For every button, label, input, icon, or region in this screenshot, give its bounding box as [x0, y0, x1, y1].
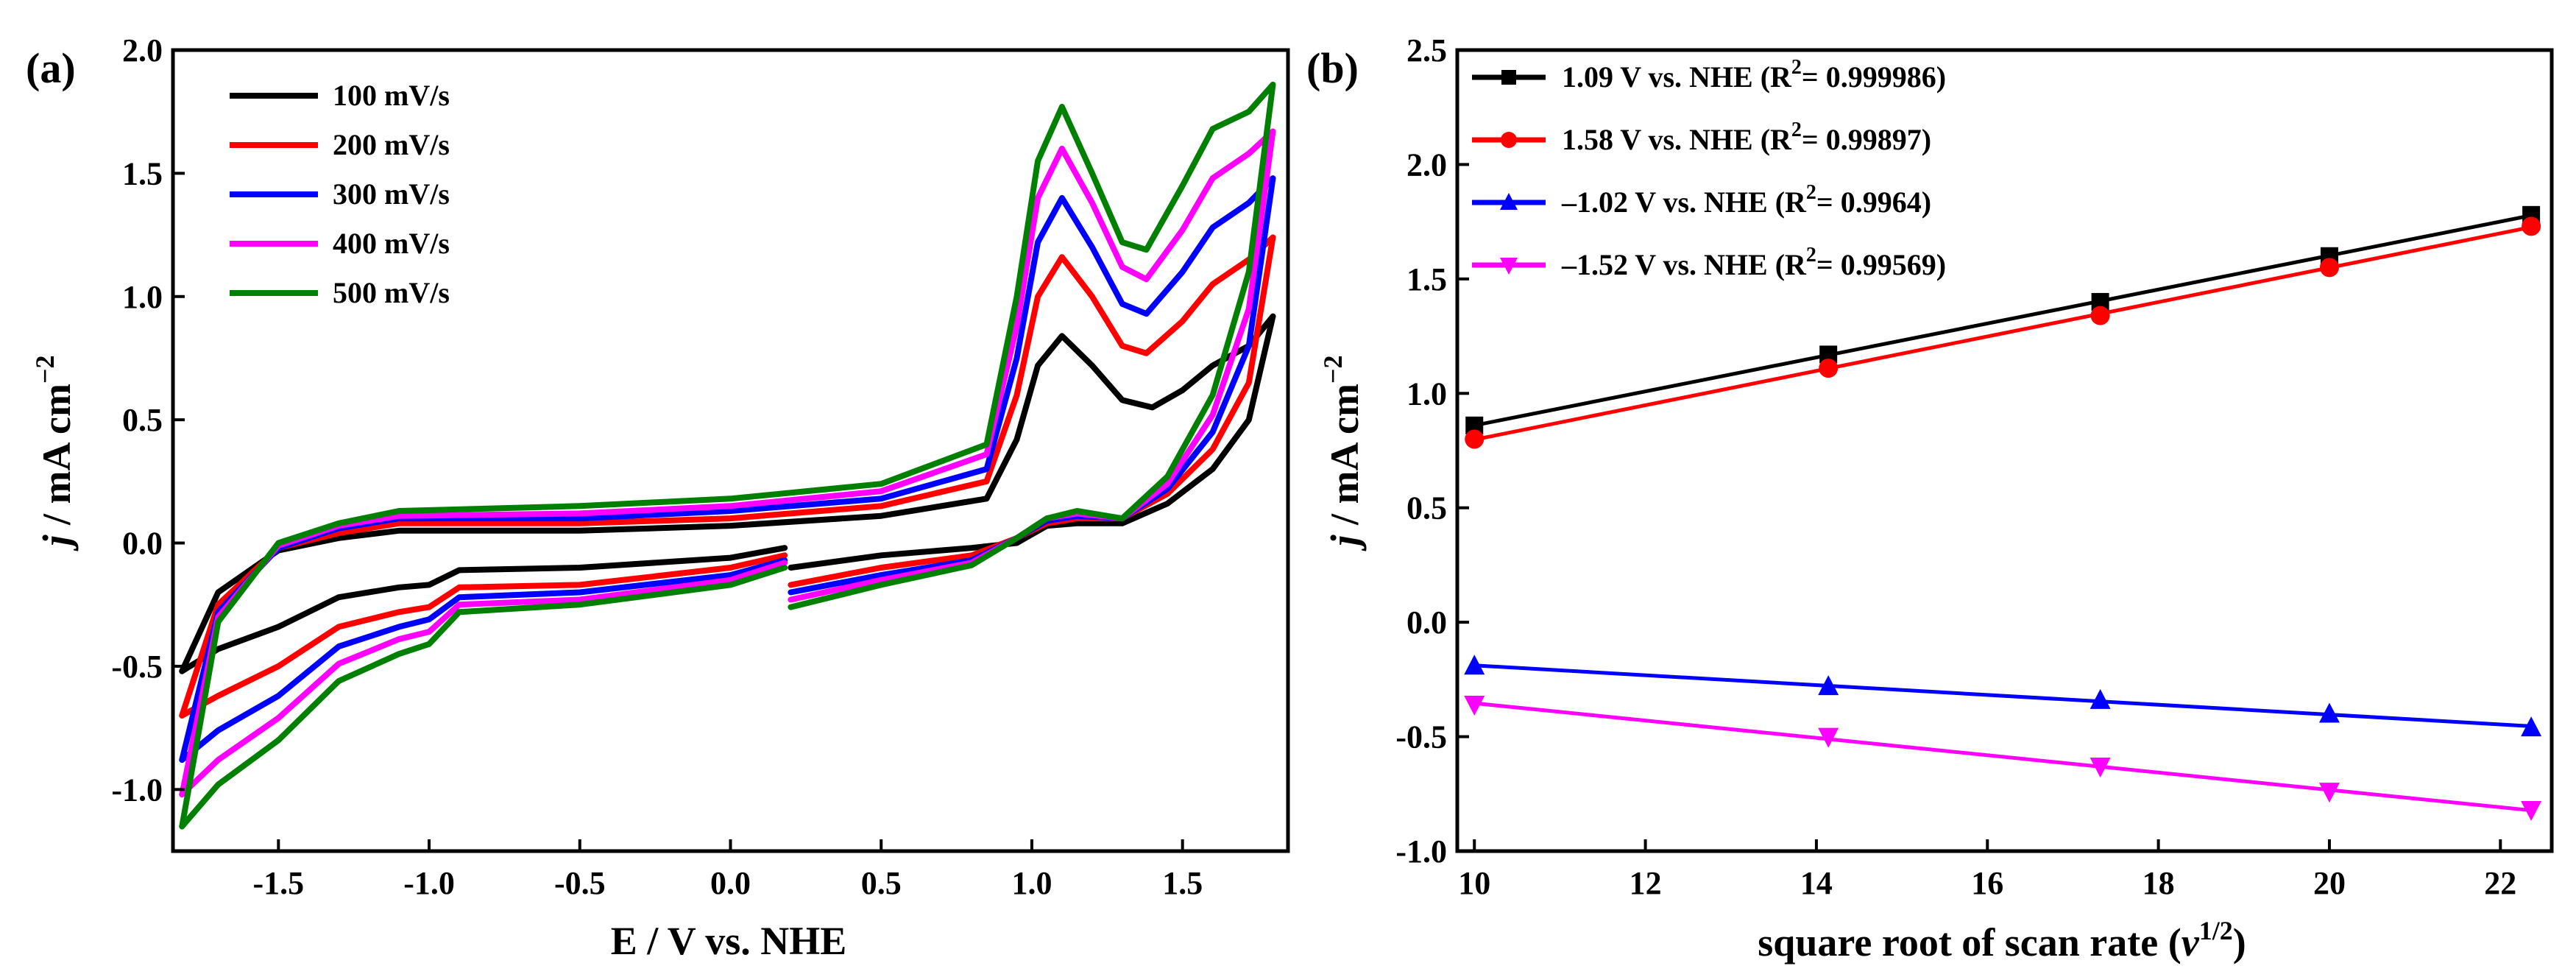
panel-b-x-tick-label: 22 [2484, 865, 2516, 901]
panel-a-legend: 100 mV/s 200 mV/s 300 mV/s 400 mV/s 500 mV/s [230, 79, 450, 309]
cv-curve-segment-100-mV-s [179, 545, 788, 674]
panel-b-x-tick-label: 10 [1458, 865, 1490, 901]
legend-label: 500 mV/s [333, 276, 450, 309]
data-point-triangle-up [1464, 655, 1485, 675]
panel-a-frame [171, 48, 1290, 853]
panel-a-curves [179, 81, 1276, 830]
panel-b-axes: 10 12 14 16 18 20 22 -1.0 -0.5 0.0 0.5 1.0 1.5 2.0 2.5 [1395, 32, 2516, 901]
legend-label: 400 mV/s [333, 227, 450, 260]
panel-a-x-tick-label: 0.5 [861, 865, 902, 901]
panel-b-label: (b) [1306, 44, 1359, 92]
fit-line [1473, 214, 2532, 428]
data-point-square [1501, 70, 1516, 85]
panel-b-y-tick-label: 2.5 [1406, 32, 1447, 68]
data-point-triangle-down [1818, 727, 1839, 748]
panel-b-y-tick-label: 1.5 [1406, 261, 1447, 297]
panel-b-x-axis-title: square root of scan rate (v1/2) [1758, 916, 2246, 964]
legend-label: –1.02 V vs. NHE (R2= 0.9964) [1561, 181, 1931, 219]
panel-b-linear-fit-plot: (b) 10 12 14 16 18 20 22 -1.0 -0.5 0.0 0.5 1.0 1.5 2.… [1306, 32, 2554, 964]
panel-a-y-tick-label: 2.0 [122, 32, 163, 68]
panel-a-x-tick-label: -0.5 [554, 865, 606, 901]
fit-line [1474, 663, 2532, 728]
panel-a-y-tick-label: 1.0 [122, 279, 163, 315]
data-point-triangle-up [2318, 702, 2340, 723]
panel-a-x-tick-label: -1.0 [403, 865, 455, 901]
panel-a-y-axis-title: j / mA cm−2 [30, 356, 79, 552]
data-point-triangle-down [2521, 801, 2542, 822]
data-point-triangle-down [1464, 696, 1485, 716]
panel-b-y-tick-label: -1.0 [1395, 833, 1447, 870]
data-point-triangle-up [2521, 716, 2542, 737]
panel-a-axes: -1.5 -1.0 -0.5 0.0 0.5 1.0 1.5 -1.0 -0.5 0.0 0.5 1.… [111, 32, 1203, 901]
panel-b-y-tick-label: 0.5 [1406, 490, 1447, 526]
panel-b-y-axis-title: j / mA cm−2 [1318, 356, 1367, 552]
legend-label: 300 mV/s [333, 177, 450, 211]
data-point-triangle-down [2090, 757, 2111, 777]
fit-line [1473, 225, 2532, 442]
cv-curve-500-mV-s [179, 81, 1276, 830]
data-point-circle [2319, 258, 2339, 278]
legend-label: 1.09 V vs. NHE (R2= 0.999986) [1562, 56, 1946, 94]
panel-a-cv-plot: (a) -1.5 -1.0 -0.5 0.0 0.5 1.0 1.5 -1.0 -0.5 0.0 0… [26, 32, 1290, 963]
panel-b-x-tick-label: 20 [2313, 865, 2346, 901]
panel-a-label: (a) [26, 44, 76, 92]
data-point-triangle-down [2318, 783, 2340, 803]
panel-b-x-tick-label: 12 [1630, 865, 1662, 901]
data-point-circle [2522, 216, 2541, 236]
data-point-triangle-down [1500, 258, 1518, 275]
data-point-triangle-up [1500, 193, 1518, 210]
data-point-circle [1819, 359, 1839, 378]
legend-label: 200 mV/s [333, 128, 450, 161]
panel-b-x-tick-label: 18 [2142, 865, 2175, 901]
panel-a-x-tick-label: 0.0 [710, 865, 751, 901]
panel-a-y-tick-label: 0.5 [122, 402, 163, 438]
panel-b-y-tick-label: -0.5 [1395, 719, 1447, 755]
fit-line [1473, 701, 2532, 813]
panel-b-x-tick-label: 16 [1971, 865, 2003, 901]
data-point-circle [1501, 132, 1517, 148]
panel-b-y-tick-label: 2.0 [1406, 147, 1447, 183]
cv-curve-segment-400-mV-s [179, 560, 788, 797]
panel-a-x-axis-title: E / V vs. NHE [611, 919, 847, 963]
legend-label: 1.58 V vs. NHE (R2= 0.99897) [1562, 119, 1931, 156]
panel-b-series [1464, 205, 2542, 822]
legend-label: 100 mV/s [333, 79, 450, 112]
cv-curve-segment-200-mV-s [179, 552, 788, 719]
data-point-triangle-up [1818, 675, 1839, 696]
panel-a-x-tick-label: -1.5 [252, 865, 304, 901]
data-point-triangle-up [2090, 688, 2111, 709]
panel-b-x-tick-label: 14 [1800, 865, 1833, 901]
cv-curve-segment-300-mV-s [179, 557, 788, 763]
panel-b-y-tick-label: 1.0 [1406, 375, 1447, 412]
cv-curve-300-mV-s [179, 175, 1276, 763]
data-point-circle [2090, 306, 2110, 325]
panel-b-frame [1455, 48, 2554, 853]
panel-a-x-tick-label: 1.5 [1162, 865, 1203, 901]
panel-b-legend: 1.09 V vs. NHE (R2= 0.999986) 1.58 V vs. … [1472, 56, 1946, 281]
data-point-circle [1465, 429, 1485, 449]
cv-curve-segment-500-mV-s [179, 565, 788, 830]
legend-label: –1.52 V vs. NHE (R2= 0.99569) [1561, 244, 1946, 281]
panel-a-x-tick-label: 1.0 [1011, 865, 1052, 901]
panel-a-y-tick-label: -1.0 [111, 772, 163, 808]
panel-a-y-tick-label: -0.5 [111, 649, 163, 685]
panel-a-y-tick-label: 0.0 [122, 526, 163, 562]
cv-curve-100-mV-s [179, 313, 1276, 674]
panel-a-y-tick-label: 1.5 [122, 155, 163, 191]
panel-b-y-tick-label: 0.0 [1406, 604, 1447, 641]
